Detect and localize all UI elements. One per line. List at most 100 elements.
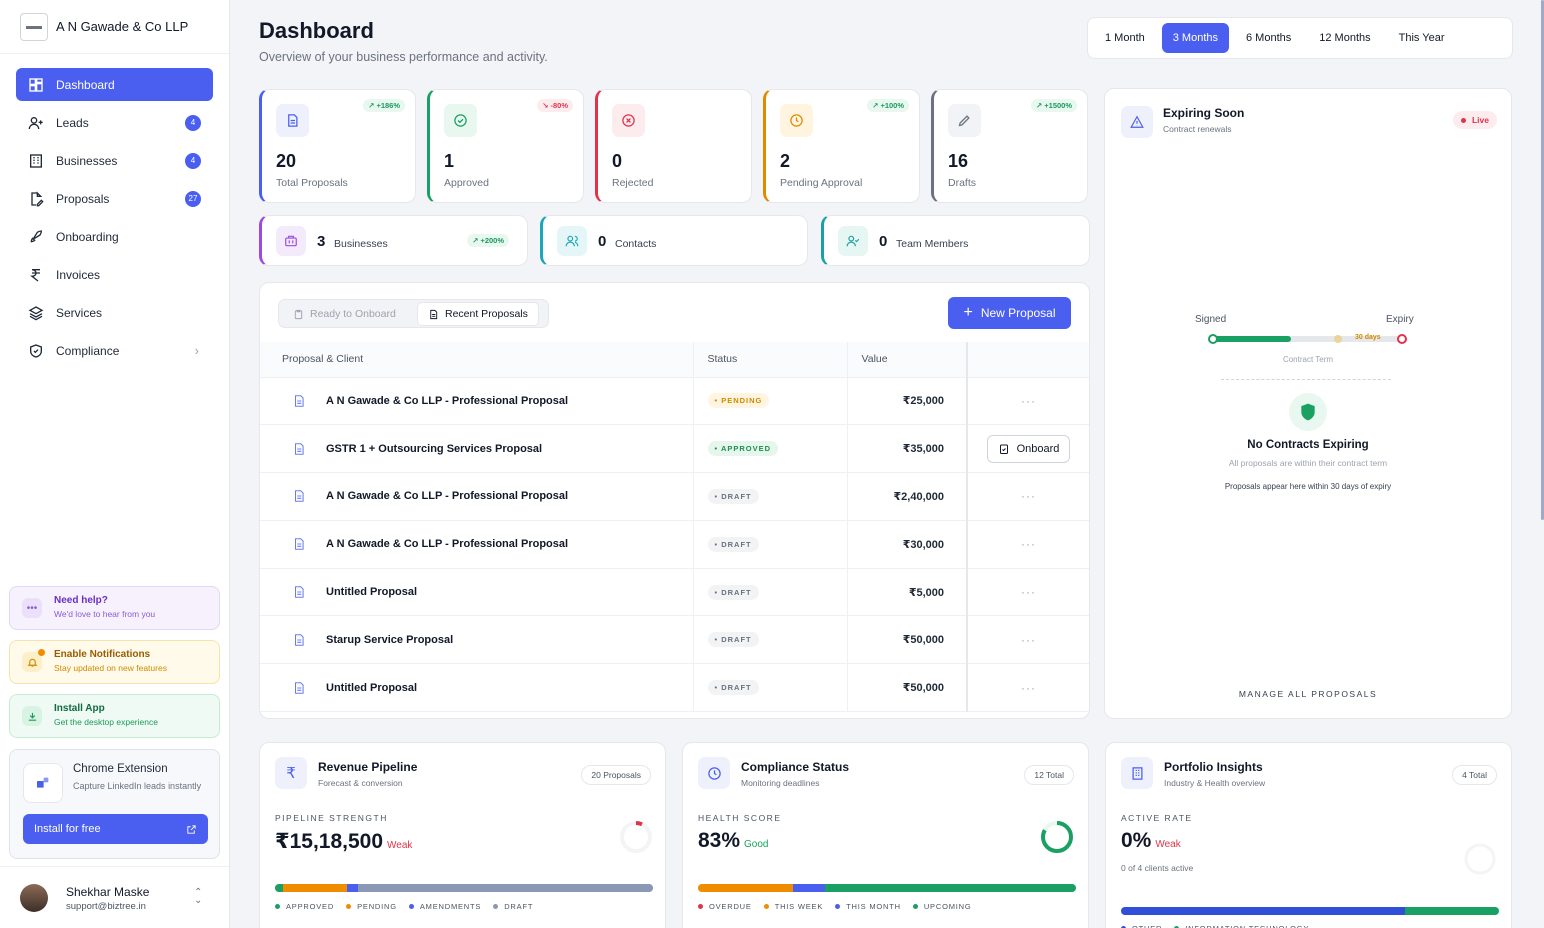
sidebar-item-dashboard[interactable]: Dashboard bbox=[16, 68, 213, 101]
revenue-value: ₹15,18,500 Weak bbox=[275, 829, 412, 854]
stat-value: 1 bbox=[444, 151, 455, 171]
onboard-button[interactable]: Onboard bbox=[986, 434, 1071, 463]
portfolio-gauge bbox=[1464, 843, 1496, 875]
stat-value: 0 bbox=[598, 233, 607, 250]
more-options-icon[interactable]: ··· bbox=[1021, 489, 1036, 504]
status-cell: • DRAFT bbox=[692, 663, 847, 713]
value-cell: ₹2,40,000 bbox=[846, 472, 967, 521]
tab-ready-to-onboard[interactable]: Ready to Onboard bbox=[283, 302, 406, 326]
sidebar-item-label: Businesses bbox=[56, 153, 118, 168]
user-menu[interactable]: Shekhar Maske support@biztree.in ⌃ ⌄ bbox=[0, 866, 229, 928]
stat-label: Total Proposals bbox=[276, 177, 348, 189]
status-badge: • DRAFT bbox=[707, 680, 759, 696]
manage-proposals-link[interactable]: MANAGE ALL PROPOSALS bbox=[1238, 689, 1378, 699]
avatar bbox=[20, 884, 48, 912]
proposal-title[interactable]: GSTR 1 + Outsourcing Services Proposal bbox=[326, 442, 543, 455]
brand[interactable]: A N Gawade & Co LLP bbox=[0, 0, 229, 54]
expiry-marker bbox=[1397, 334, 1407, 344]
help-card[interactable]: ••• Need help? We'd love to hear from yo… bbox=[9, 586, 220, 630]
value-cell: ₹50,000 bbox=[846, 663, 967, 713]
stat-value: 0 bbox=[879, 233, 888, 250]
more-options-icon[interactable]: ··· bbox=[1021, 585, 1036, 600]
table-row[interactable]: GSTR 1 + Outsourcing Services Proposal • … bbox=[260, 424, 1089, 474]
proposal-title[interactable]: A N Gawade & Co LLP - Professional Propo… bbox=[326, 538, 569, 551]
proposal-title[interactable]: Starup Service Proposal bbox=[326, 633, 454, 646]
range-12-months[interactable]: 12 Months bbox=[1319, 32, 1371, 44]
tab-recent-proposals[interactable]: Recent Proposals bbox=[417, 302, 539, 326]
legend-item: DRAFT bbox=[493, 902, 533, 911]
stat-card-pending-approval[interactable]: ↗ +100% 2 Pending Approval bbox=[763, 89, 920, 203]
proposal-title[interactable]: Untitled Proposal bbox=[326, 585, 418, 598]
page-subtitle: Overview of your business performance an… bbox=[259, 50, 548, 64]
more-options-icon[interactable]: ··· bbox=[1021, 393, 1036, 408]
install-extension-button[interactable]: Install for free bbox=[23, 814, 208, 844]
rupee-icon bbox=[28, 267, 44, 283]
stat-card-rejected[interactable]: 0 Rejected bbox=[595, 89, 752, 203]
more-options-icon[interactable]: ··· bbox=[1021, 537, 1036, 552]
sidebar-item-services[interactable]: Services bbox=[16, 296, 213, 329]
legend-item: PENDING bbox=[346, 902, 397, 911]
table-row[interactable]: A N Gawade & Co LLP - Professional Propo… bbox=[260, 377, 1089, 426]
sidebar-item-proposals[interactable]: Proposals 27 bbox=[16, 182, 213, 215]
notifications-card[interactable]: Enable Notifications Stay updated on new… bbox=[9, 640, 220, 684]
portfolio-title: Portfolio Insights bbox=[1164, 760, 1263, 774]
pencil-icon bbox=[948, 104, 981, 137]
clock-icon bbox=[698, 757, 730, 789]
legend-dot bbox=[275, 904, 280, 909]
proposal-cell: Untitled Proposal bbox=[260, 568, 693, 617]
puzzle-icon bbox=[23, 763, 63, 803]
stat-card-team-members[interactable]: 0 Team Members bbox=[821, 215, 1090, 266]
stat-label: Pending Approval bbox=[780, 177, 863, 189]
plus-icon: + bbox=[963, 304, 973, 321]
document-icon bbox=[294, 586, 304, 598]
sidebar-item-businesses[interactable]: Businesses 4 bbox=[16, 144, 213, 177]
proposal-title[interactable]: A N Gawade & Co LLP - Professional Propo… bbox=[326, 394, 569, 407]
range-this-year[interactable]: This Year bbox=[1398, 32, 1445, 44]
legend-item: APPROVED bbox=[275, 902, 334, 911]
stat-card-approved[interactable]: ↘ -80% 1 Approved bbox=[427, 89, 584, 203]
more-options-icon[interactable]: ··· bbox=[1021, 680, 1036, 695]
help-subtitle: We'd love to hear from you bbox=[54, 609, 156, 619]
table-row[interactable]: Starup Service Proposal • DRAFT ₹50,000 ··· bbox=[260, 615, 1089, 665]
range-6-months[interactable]: 6 Months bbox=[1246, 32, 1292, 44]
sidebar-item-leads[interactable]: Leads 4 bbox=[16, 106, 213, 139]
more-options-icon[interactable]: ··· bbox=[1021, 632, 1036, 647]
status-badge: • DRAFT bbox=[707, 632, 759, 648]
stat-card-drafts[interactable]: ↗ +1500% 16 Drafts bbox=[931, 89, 1088, 203]
sidebar-item-onboarding[interactable]: Onboarding bbox=[16, 220, 213, 253]
proposal-title[interactable]: A N Gawade & Co LLP - Professional Propo… bbox=[326, 490, 569, 503]
sidebar-item-invoices[interactable]: Invoices bbox=[16, 258, 213, 291]
range-3-months[interactable]: 3 Months bbox=[1161, 23, 1229, 53]
bar-segment bbox=[1121, 907, 1405, 915]
stat-label: Drafts bbox=[948, 177, 977, 189]
document-icon bbox=[294, 395, 304, 407]
install-subtitle: Get the desktop experience bbox=[54, 717, 158, 727]
sidebar-item-label: Compliance bbox=[56, 343, 120, 358]
proposals-table: Proposal & Client Status Value A N Gawad… bbox=[260, 342, 1089, 713]
new-proposal-button[interactable]: + New Proposal bbox=[948, 297, 1071, 329]
portfolio-metric-label: ACTIVE RATE bbox=[1121, 813, 1193, 823]
status-cell: • DRAFT bbox=[692, 568, 847, 617]
range-1-month[interactable]: 1 Month bbox=[1105, 32, 1145, 44]
document-icon bbox=[294, 538, 304, 551]
compliance-breakdown-bar bbox=[698, 884, 1076, 892]
proposal-cell: A N Gawade & Co LLP - Professional Propo… bbox=[260, 377, 693, 426]
stat-value: 2 bbox=[780, 151, 791, 171]
table-row[interactable]: A N Gawade & Co LLP - Professional Propo… bbox=[260, 472, 1089, 521]
install-app-card[interactable]: Install App Get the desktop experience bbox=[9, 694, 220, 738]
stat-card-contacts[interactable]: 0 Contacts bbox=[540, 215, 808, 266]
status-cell: • DRAFT bbox=[692, 520, 847, 569]
proposal-title[interactable]: Untitled Proposal bbox=[326, 681, 418, 694]
sidebar-item-compliance[interactable]: Compliance › bbox=[16, 334, 213, 367]
revenue-pipeline-card: ₹ Revenue Pipeline Forecast & conversion… bbox=[259, 742, 666, 928]
stat-card-total-proposals[interactable]: ↗ +186% 20 Total Proposals bbox=[259, 89, 416, 203]
scrollbar[interactable] bbox=[1541, 0, 1544, 520]
shield-check-icon bbox=[28, 343, 44, 359]
table-row[interactable]: Untitled Proposal • DRAFT ₹50,000 ··· bbox=[260, 663, 1089, 713]
rupee-icon: ₹ bbox=[275, 757, 307, 789]
table-row[interactable]: A N Gawade & Co LLP - Professional Propo… bbox=[260, 520, 1089, 569]
table-row[interactable]: Untitled Proposal • DRAFT ₹5,000 ··· bbox=[260, 568, 1089, 617]
stat-card-businesses[interactable]: 3 Businesses ↗ +200% bbox=[259, 215, 528, 266]
chevron-right-icon: › bbox=[194, 343, 199, 358]
bar-segment bbox=[275, 884, 283, 892]
